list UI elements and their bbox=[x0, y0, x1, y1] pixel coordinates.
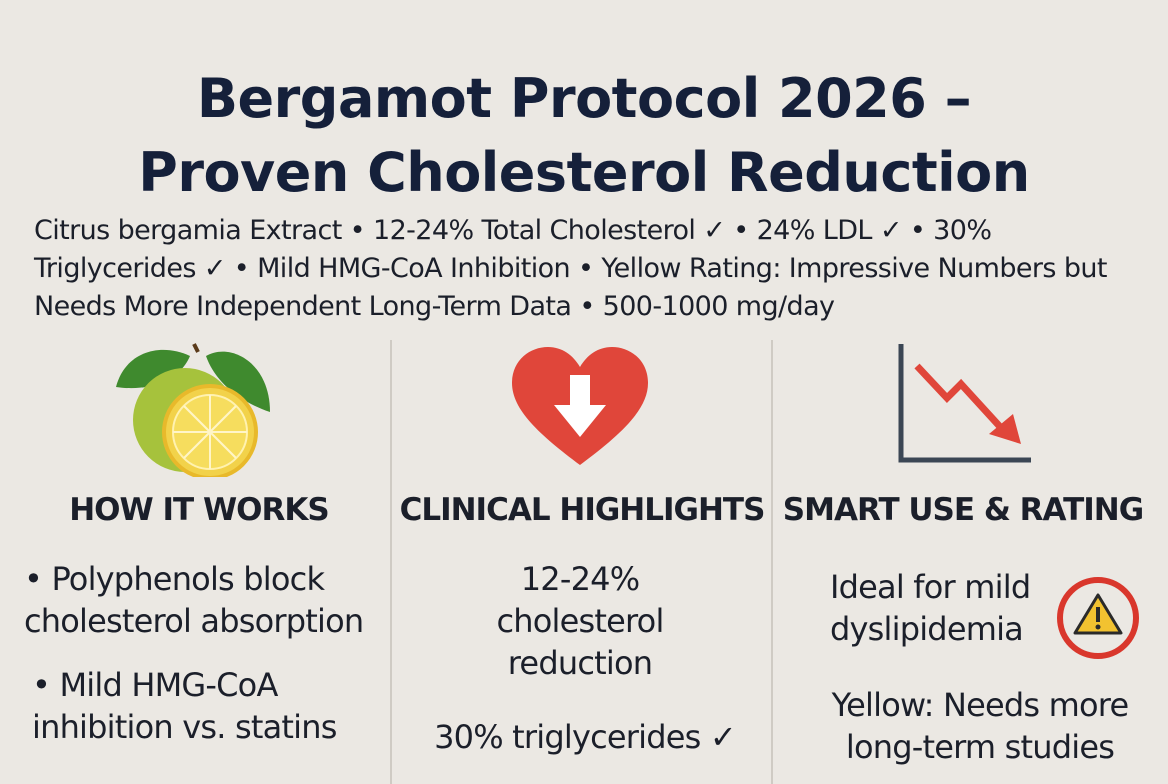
column-heading: HOW IT WORKS bbox=[69, 492, 330, 528]
heart-icon bbox=[512, 347, 648, 465]
column-heading: CLINICAL HIGHLIGHTS bbox=[399, 492, 766, 528]
highlight: 12-24% cholesterol reduction bbox=[496, 560, 664, 682]
column-heading: SMART USE & RATING bbox=[782, 492, 1144, 528]
divider bbox=[771, 340, 773, 784]
highlight: 30% triglycerides ✓ bbox=[434, 718, 737, 756]
subtitle: Citrus bergamia Extract • 12-24% Total C… bbox=[34, 215, 1107, 322]
title: Bergamot Protocol 2026 – Proven Choleste… bbox=[0, 62, 1168, 210]
warning-icon bbox=[1057, 577, 1139, 659]
trend-icon bbox=[898, 344, 1031, 463]
bullet: • Polyphenols block cholesterol absorpti… bbox=[24, 560, 364, 640]
title-line: Bergamot Protocol 2026 – bbox=[196, 67, 972, 130]
rating: Yellow: Needs more long-term studies bbox=[831, 686, 1129, 766]
bergamot-icon bbox=[116, 343, 270, 477]
divider bbox=[390, 340, 392, 784]
use-note: Ideal for mild dyslipidemia bbox=[830, 568, 1031, 648]
title-line: Proven Cholesterol Reduction bbox=[138, 141, 1030, 204]
bullet: • Mild HMG-CoA inhibition vs. statins bbox=[32, 666, 337, 746]
